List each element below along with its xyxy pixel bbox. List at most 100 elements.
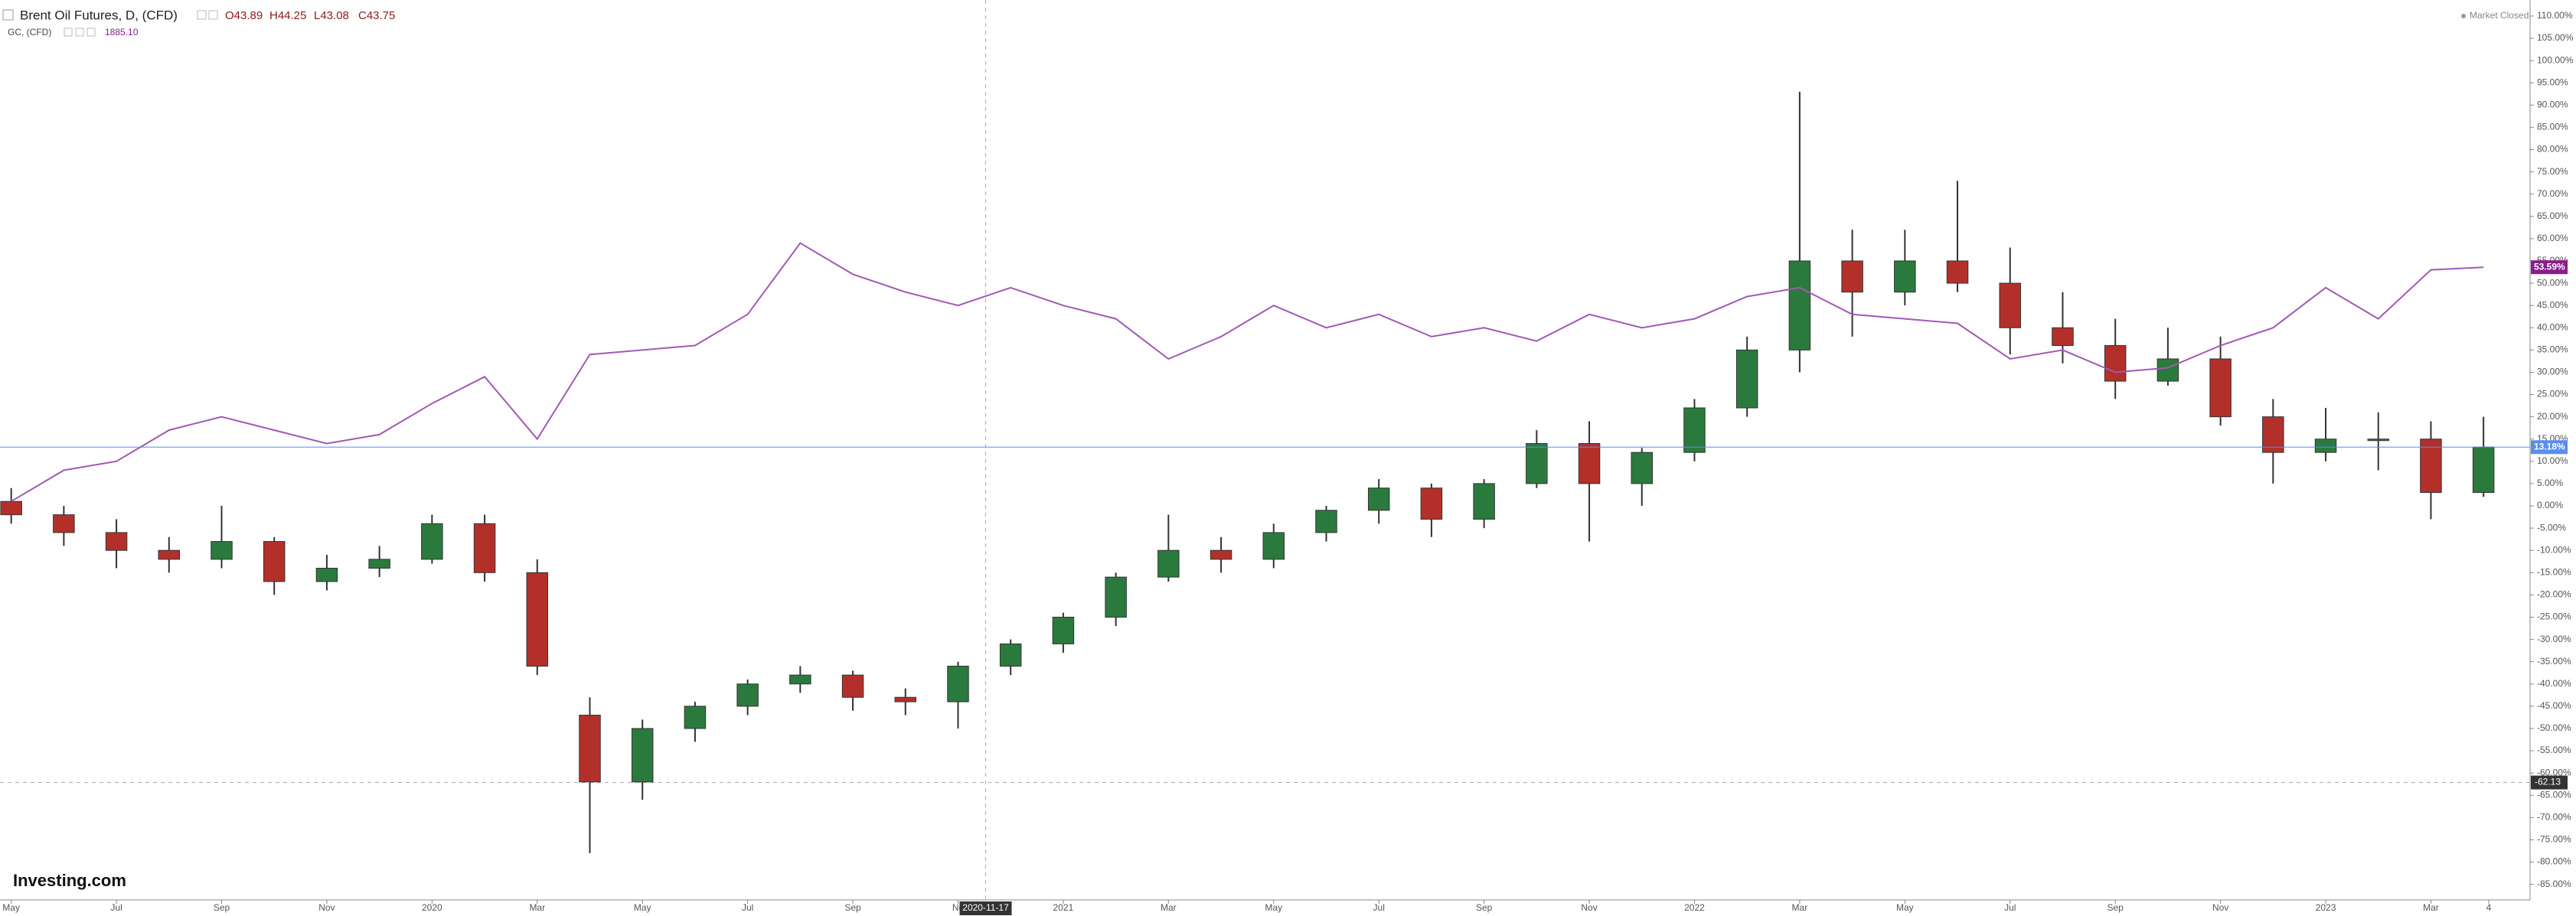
x-tick-label: 2023 — [2316, 902, 2336, 913]
y-tick-label: 25.00% — [2537, 389, 2568, 399]
candle-body — [1894, 260, 1916, 293]
y-tick-label: -25.00% — [2537, 611, 2571, 622]
candle-body — [1999, 282, 2021, 328]
y-tick-label: -85.00% — [2537, 879, 2571, 889]
candle-body — [421, 523, 443, 560]
y-tick-label: 110.00% — [2537, 10, 2573, 21]
candle-body — [1841, 260, 1863, 293]
candle-body — [2052, 327, 2074, 347]
candle-body — [2104, 345, 2127, 382]
candle-body — [789, 674, 811, 685]
candle-body — [2314, 438, 2337, 453]
candle-body — [2420, 438, 2442, 494]
x-tick-label: May — [634, 902, 651, 913]
candle-body — [1631, 451, 1654, 484]
header: Brent Oil Futures, D, (CFD) GC, (CFD) 18… — [2, 8, 2529, 890]
candle-body — [2209, 358, 2232, 418]
candle-body — [1578, 443, 1601, 484]
y-tick-label: 20.00% — [2537, 411, 2568, 422]
y-tick-label: 30.00% — [2537, 367, 2568, 377]
candle-body — [158, 549, 181, 560]
y-tick-label: -70.00% — [2537, 812, 2571, 823]
crosshair-label: 2020-11-17 — [962, 902, 1009, 913]
x-tick-label: May — [2, 902, 20, 913]
x-tick-label: Jul — [110, 902, 122, 913]
x-tick-label: 2020 — [422, 902, 442, 913]
x-tick-label: Mar — [529, 902, 545, 913]
candle-body — [1210, 549, 1232, 560]
y-tick-label: -40.00% — [2537, 678, 2571, 689]
y-tick-label: 5.00% — [2537, 478, 2563, 488]
y-tick-label: -60.00% — [2537, 767, 2571, 777]
y-tick-label: 60.00% — [2537, 233, 2568, 243]
y-tick-label: 80.00% — [2537, 144, 2568, 155]
candle-body — [894, 696, 917, 702]
candle-body — [631, 728, 654, 783]
settings-icon[interactable] — [208, 10, 218, 20]
candle-body — [1473, 483, 1495, 520]
market-status: Market Closed — [2470, 10, 2529, 21]
series-title: Brent Oil Futures, D, (CFD) — [20, 8, 178, 22]
price-label-bg — [2531, 440, 2568, 455]
y-tick-label: 35.00% — [2537, 344, 2568, 355]
y-tick-label: 75.00% — [2537, 166, 2568, 177]
candle-body — [2472, 446, 2495, 494]
x-tick-label: 4 — [2486, 902, 2492, 913]
candle-body — [526, 572, 549, 667]
collapse-icon[interactable] — [2, 9, 14, 21]
x-tick-label: Jul — [742, 902, 753, 913]
price-label-bg — [2531, 260, 2568, 275]
x-tick-label: Sep — [214, 902, 230, 913]
ohlc-value: O43.89 — [225, 9, 263, 22]
candle-body — [1946, 260, 1969, 284]
x-tick-label: Sep — [1476, 902, 1493, 913]
x-tick-label: 2021 — [1053, 902, 1074, 913]
line-series — [11, 242, 2484, 503]
y-tick-label: -30.00% — [2537, 634, 2571, 644]
settings-icon[interactable] — [75, 28, 84, 37]
y-tick-label: 105.00% — [2537, 32, 2574, 43]
candle-body — [684, 706, 707, 729]
y-tick-label: 100.00% — [2537, 54, 2574, 65]
y-tick-label: 65.00% — [2537, 210, 2568, 221]
x-tick-label: Sep — [2107, 902, 2124, 913]
y-tick-label: 50.00% — [2537, 277, 2568, 288]
candle-body — [53, 514, 75, 533]
candle-body — [1157, 549, 1180, 578]
candle-body — [1367, 487, 1390, 511]
settings-icon[interactable] — [87, 28, 96, 37]
x-tick-label: Nov — [318, 902, 335, 913]
series-title: GC, (CFD) — [8, 27, 51, 37]
y-tick-label: 45.00% — [2537, 299, 2568, 310]
candle-body — [1683, 407, 1706, 453]
x-tick-label: 2022 — [1684, 902, 1705, 913]
candle-body — [1788, 260, 1811, 350]
candle-body — [315, 567, 338, 582]
ohlc-value: L43.08 — [314, 9, 349, 22]
x-tick-label: Nov — [2212, 902, 2228, 913]
last-price: 1885.10 — [105, 27, 139, 37]
candle-body — [947, 666, 969, 702]
candle-body — [473, 523, 496, 573]
x-tick-label: Jul — [2004, 902, 2016, 913]
candle-body — [1262, 532, 1285, 560]
candle-body — [211, 541, 233, 560]
candle-body — [841, 674, 864, 698]
settings-icon[interactable] — [197, 10, 207, 20]
y-tick-label: -10.00% — [2537, 544, 2571, 555]
y-tick-label: 10.00% — [2537, 455, 2568, 466]
y-tick-label: -75.00% — [2537, 834, 2571, 845]
watermark: Investing.com — [13, 871, 126, 890]
candle-body — [2262, 416, 2284, 453]
candle-body — [999, 643, 1022, 667]
x-tick-label: May — [1265, 902, 1282, 913]
y-tick-label: -50.00% — [2537, 722, 2571, 733]
status-dot — [2461, 14, 2466, 18]
settings-icon[interactable] — [64, 28, 73, 37]
candle-body — [579, 715, 601, 783]
candle-body — [1526, 443, 1548, 484]
y-tick-label: -80.00% — [2537, 856, 2571, 867]
x-tick-label: Nov — [1581, 902, 1597, 913]
